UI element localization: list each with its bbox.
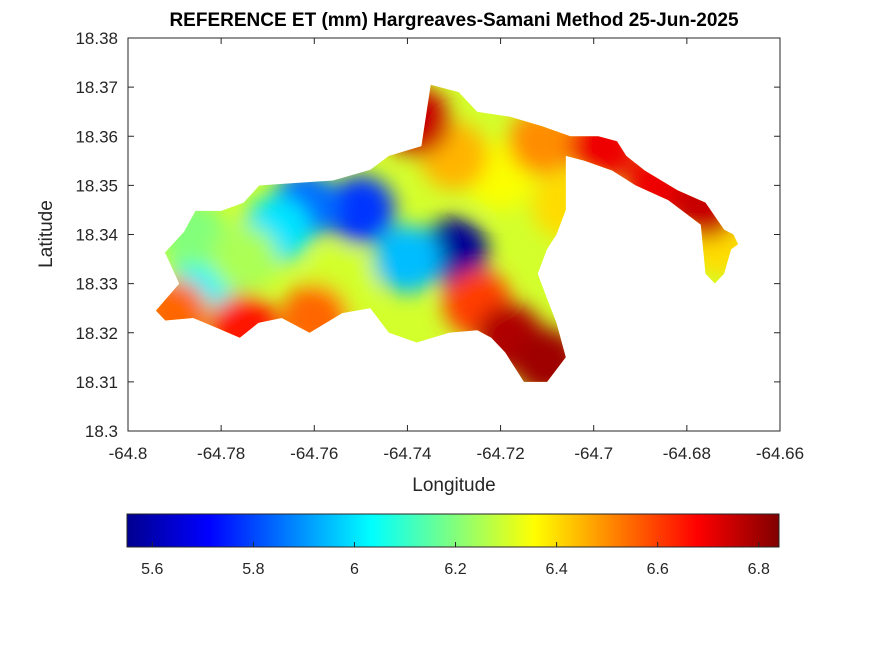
heat-cell — [326, 175, 395, 244]
chart-title: REFERENCE ET (mm) Hargreaves-Samani Meth… — [169, 10, 739, 31]
y-tick-label: 18.31 — [75, 373, 118, 392]
colorbar-tick-label: 6.2 — [444, 561, 466, 578]
y-tick-label: 18.35 — [75, 176, 118, 195]
y-tick-label: 18.34 — [75, 226, 118, 245]
x-tick-label: -64.66 — [756, 444, 804, 463]
colorbar-tick-label: 6.4 — [545, 561, 567, 578]
y-axis: 18.3 18.31 18.32 18.33 18.34 18.35 18.36 18.37 1… — [75, 29, 780, 441]
y-tick-label: 18.32 — [75, 324, 118, 343]
x-tick-label: -64.8 — [109, 444, 148, 463]
x-tick-label: -64.74 — [383, 444, 431, 463]
heat-cell — [373, 225, 442, 294]
colorbar-tick-label: 6.8 — [748, 561, 770, 578]
y-tick-label: 18.33 — [75, 275, 118, 294]
x-axis: -64.8 -64.78 -64.76 -64.74 -64.72 -64.7 -64.68… — [109, 38, 804, 463]
x-tick-label: -64.7 — [574, 444, 613, 463]
x-tick-label: -64.76 — [290, 444, 338, 463]
y-tick-label: 18.38 — [75, 29, 118, 48]
y-tick-label: 18.37 — [75, 78, 118, 97]
colorbar: 5.6 5.8 6 6.2 6.4 6.6 6.8 — [126, 513, 780, 578]
colorbar-tick-label: 5.6 — [141, 561, 163, 578]
colorbar-gradient — [126, 513, 780, 548]
colorbar-tick-label: 6.6 — [647, 561, 669, 578]
colorbar-ticks: 5.6 5.8 6 6.2 6.4 6.6 6.8 — [141, 542, 770, 578]
y-axis-label: Latitude — [36, 200, 57, 268]
colorbar-tick-label: 5.8 — [242, 561, 264, 578]
x-tick-label: -64.72 — [476, 444, 524, 463]
y-tick-label: 18.36 — [75, 127, 118, 146]
x-axis-label: Longitude — [412, 475, 495, 496]
colorbar-tick-label: 6 — [350, 561, 359, 578]
x-tick-label: -64.68 — [663, 444, 711, 463]
heat-cell — [210, 225, 279, 294]
y-tick-label: 18.3 — [85, 422, 118, 441]
x-tick-label: -64.78 — [197, 444, 245, 463]
